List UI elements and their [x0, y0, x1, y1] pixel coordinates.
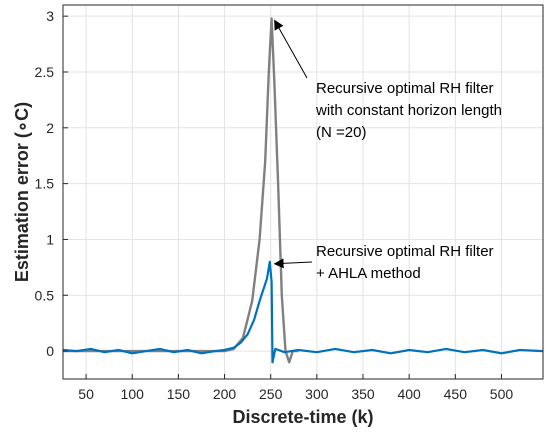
x-tick-label: 450	[444, 386, 468, 402]
annotation-arrow	[274, 19, 308, 79]
annotation-text: Recursive optimal RH filter	[316, 243, 494, 260]
annotation-text: (N =20)	[316, 124, 366, 141]
x-axis-title: Discrete-time (k)	[232, 407, 373, 427]
x-tick-label: 200	[213, 386, 237, 402]
annotation-text: + AHLA method	[316, 265, 421, 282]
plot-frame	[62, 4, 544, 380]
y-tick-label: 3	[46, 8, 54, 24]
ticks: 50 100 150 200 250 300 350 400 450 500 0 0.5 1 1.5 2 2.…	[35, 8, 514, 402]
x-tick-label: 100	[121, 386, 145, 402]
annotation-0: Recursive optimal RH filter with constant…	[274, 19, 502, 141]
x-tick-label: 150	[167, 386, 191, 402]
x-tick-label: 400	[397, 386, 421, 402]
y-tick-label: 2.5	[35, 64, 55, 80]
plot-background	[63, 5, 543, 379]
annotation-1: Recursive optimal RH filter + AHLA method	[273, 243, 494, 282]
x-tick-label: 350	[351, 386, 375, 402]
x-tick-label: 50	[78, 386, 94, 402]
x-tick-label: 500	[490, 386, 514, 402]
x-tick-label: 250	[259, 386, 283, 402]
y-tick-label: 1.5	[35, 176, 55, 192]
x-tick-label: 300	[305, 386, 329, 402]
annotation-arrow	[273, 258, 313, 269]
annotations: Recursive optimal RH filter with constant…	[273, 19, 502, 282]
y-tick-label: 0	[46, 343, 54, 359]
annotation-text: with constant horizon length	[315, 102, 502, 119]
series-group	[62, 17, 544, 364]
y-tick-label: 2	[46, 120, 54, 136]
y-axis-title: Estimation error (∘C)	[12, 102, 32, 282]
series-line-1	[62, 260, 544, 364]
annotation-text: Recursive optimal RH filter	[316, 80, 494, 97]
y-tick-label: 0.5	[35, 287, 55, 303]
y-tick-label: 1	[46, 231, 54, 247]
